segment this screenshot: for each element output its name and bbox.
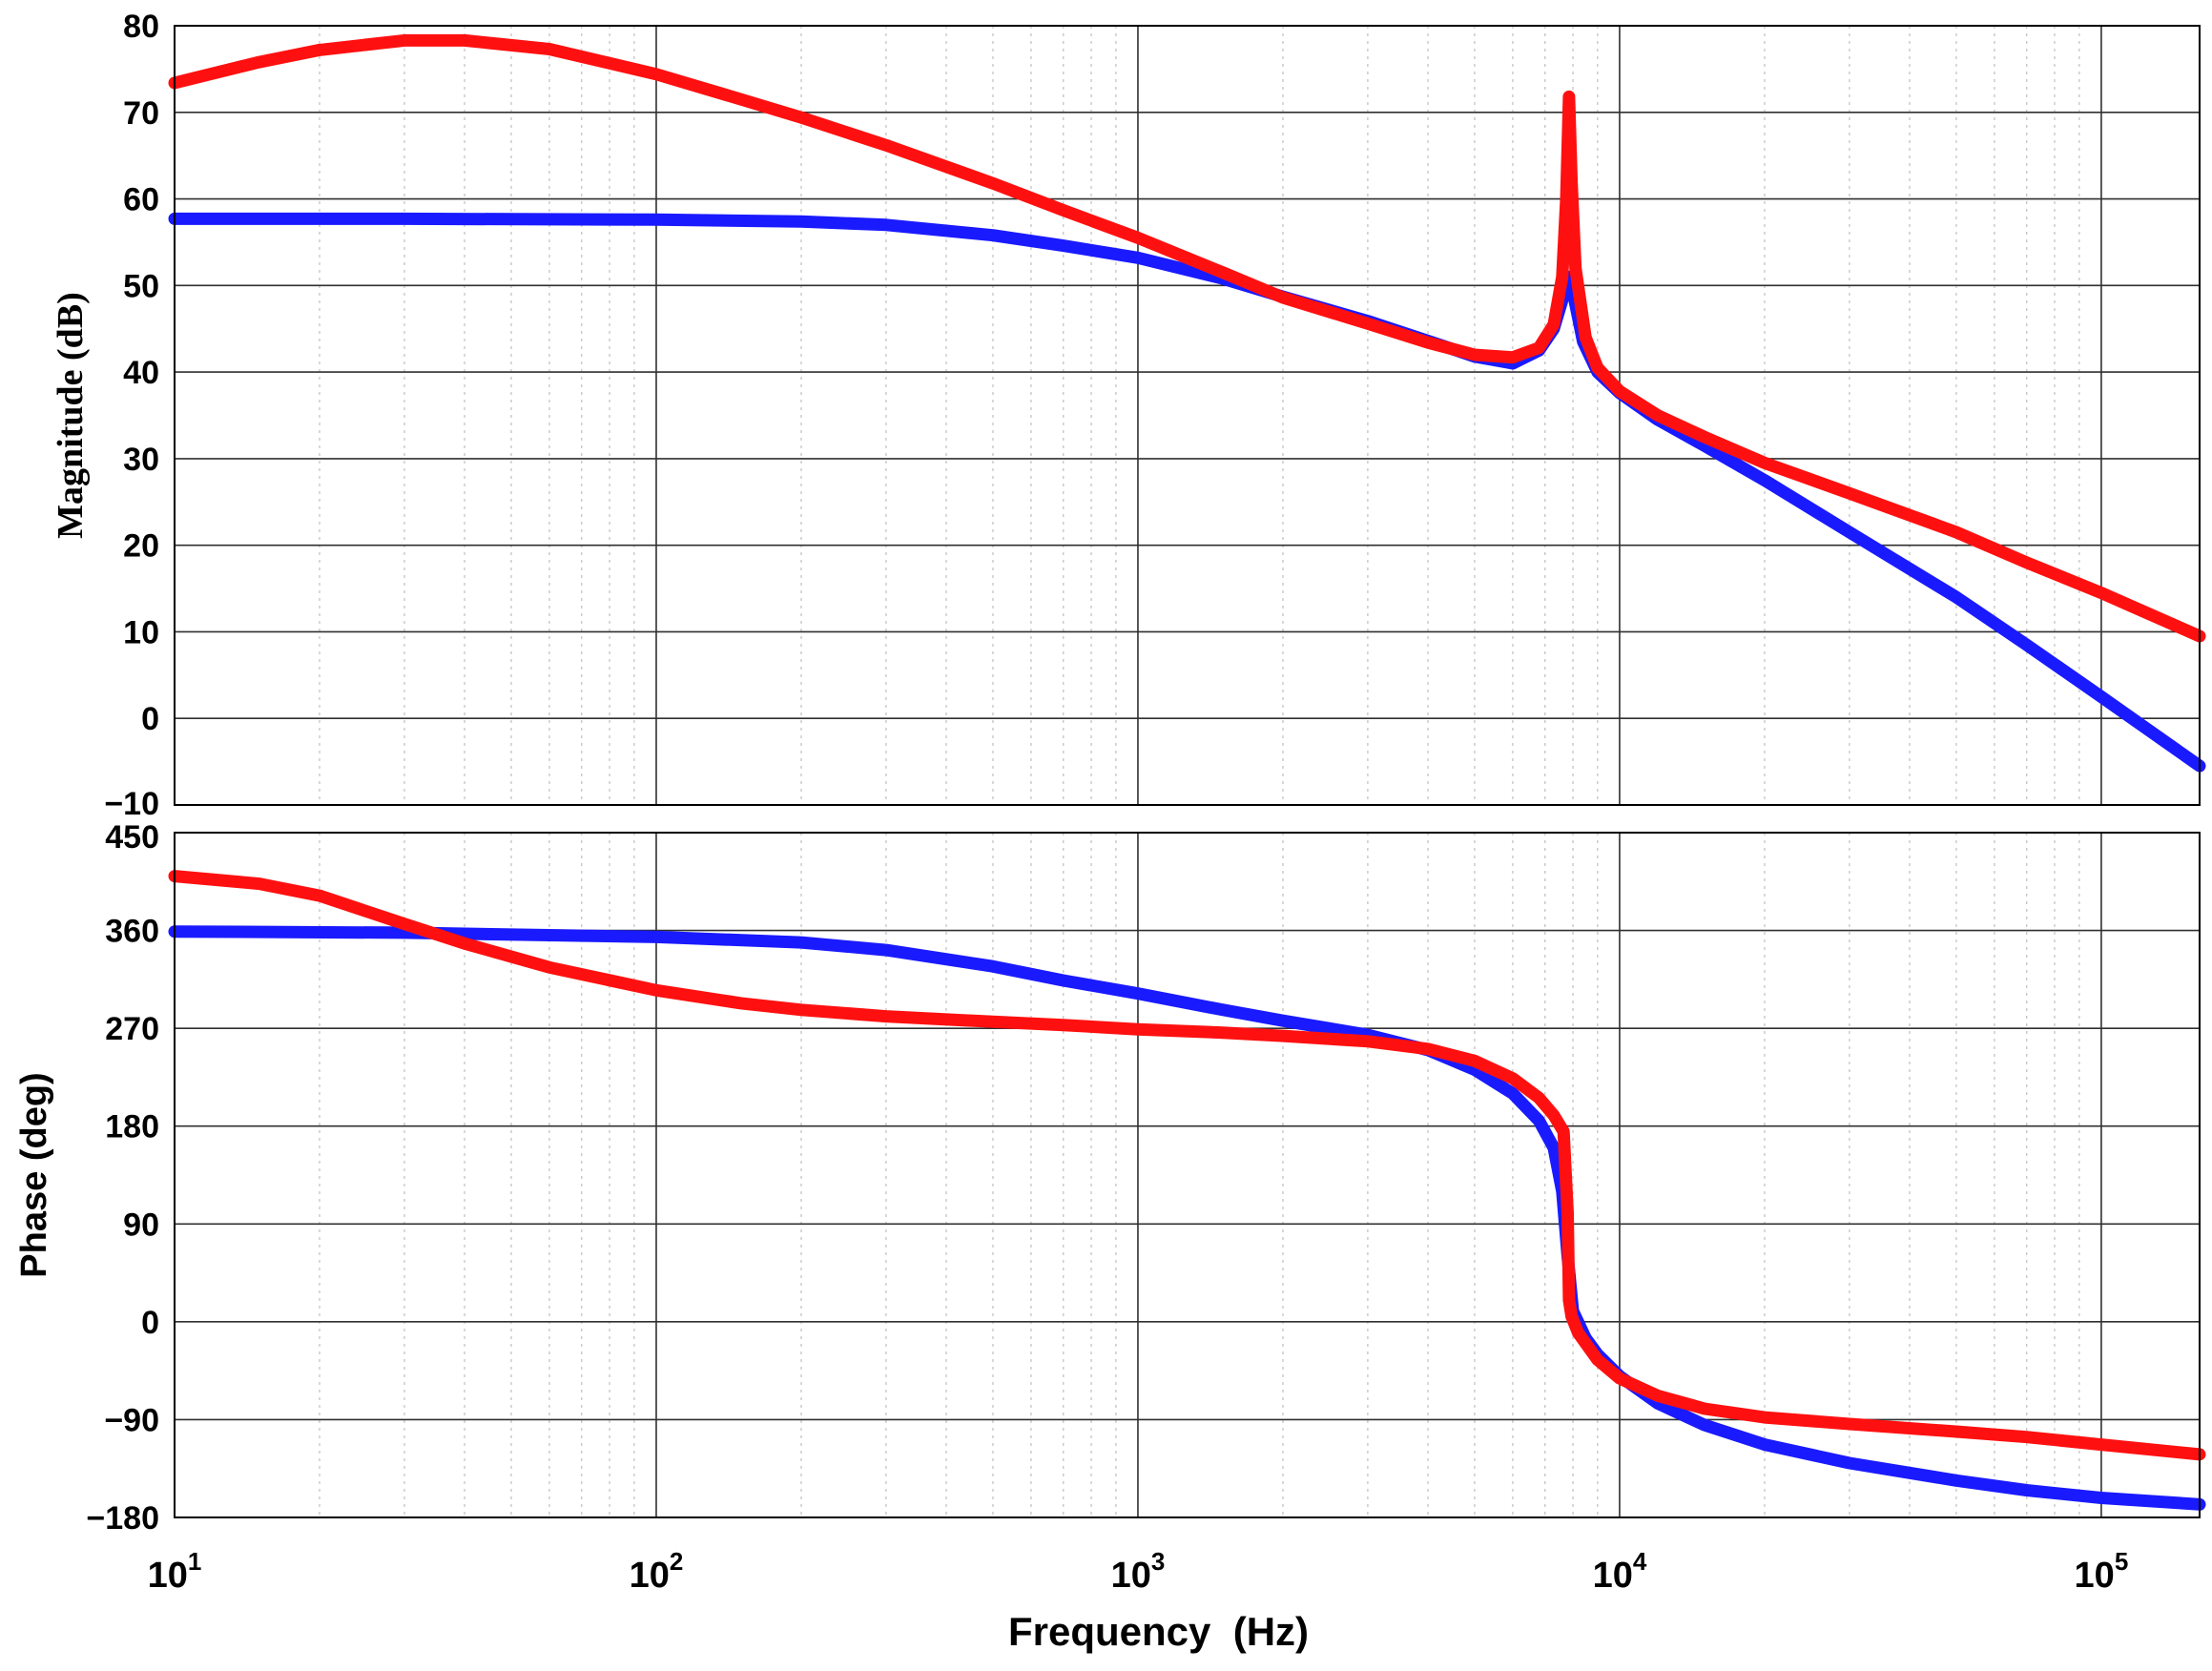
mag-y-tick-label: 10 bbox=[123, 614, 159, 650]
frequency-tick-label: 103 bbox=[1111, 1547, 1166, 1596]
ph-y-tick-label: 0 bbox=[141, 1305, 159, 1341]
ph-y-tick-label: 180 bbox=[105, 1109, 159, 1145]
frequency-tick-labels: 101 102 103 104 105 bbox=[148, 1547, 2129, 1596]
mag-series-line-2 bbox=[168, 33, 2206, 643]
ph-y-tick-label: −180 bbox=[86, 1500, 159, 1537]
ph-y-tick-label: −90 bbox=[104, 1402, 159, 1438]
ph-y-tick-label: 360 bbox=[105, 914, 159, 950]
phase-panel: 450 360 270 180 90 0 −90 −180 Phase (deg) bbox=[14, 819, 2206, 1537]
ph-series-line-2 bbox=[168, 870, 2206, 1461]
mag-y-tick-label: −10 bbox=[104, 786, 159, 822]
frequency-tick-label: 102 bbox=[630, 1547, 684, 1596]
magnitude-y-tick-labels: 80 70 60 50 40 30 20 10 0 −10 bbox=[104, 9, 159, 822]
ph-y-tick-label: 270 bbox=[105, 1011, 159, 1047]
phase-axis-label: Phase (deg) bbox=[14, 1072, 54, 1277]
magnitude-series bbox=[168, 33, 2206, 773]
mag-y-tick-label: 60 bbox=[123, 182, 159, 218]
ph-series-line-1 bbox=[168, 925, 2206, 1511]
frequency-tick-label: 104 bbox=[1593, 1547, 1647, 1596]
magnitude-panel: 80 70 60 50 40 30 20 10 0 −10 Magnitude (dB) bbox=[51, 9, 2206, 822]
phase-series bbox=[168, 870, 2206, 1511]
magnitude-axes-frame bbox=[174, 25, 2201, 806]
mag-y-tick-label: 70 bbox=[123, 95, 159, 132]
mag-y-tick-label: 80 bbox=[123, 9, 159, 45]
mag-y-tick-label: 50 bbox=[123, 268, 159, 304]
frequency-tick-label: 105 bbox=[2075, 1547, 2129, 1596]
ph-y-tick-label: 450 bbox=[105, 819, 159, 856]
phase-axes-frame bbox=[174, 832, 2201, 1518]
frequency-tick-label: 101 bbox=[148, 1547, 202, 1596]
ph-y-tick-label: 90 bbox=[123, 1207, 159, 1243]
mag-y-tick-label: 0 bbox=[141, 701, 159, 737]
magnitude-axis-label: Magnitude (dB) bbox=[51, 292, 91, 539]
phase-y-tick-labels: 450 360 270 180 90 0 −90 −180 bbox=[86, 819, 159, 1537]
mag-y-tick-label: 30 bbox=[123, 442, 159, 478]
mag-y-tick-label: 40 bbox=[123, 355, 159, 391]
frequency-axis-label: Frequency (Hz) bbox=[1008, 1609, 1309, 1654]
mag-y-tick-label: 20 bbox=[123, 528, 159, 565]
